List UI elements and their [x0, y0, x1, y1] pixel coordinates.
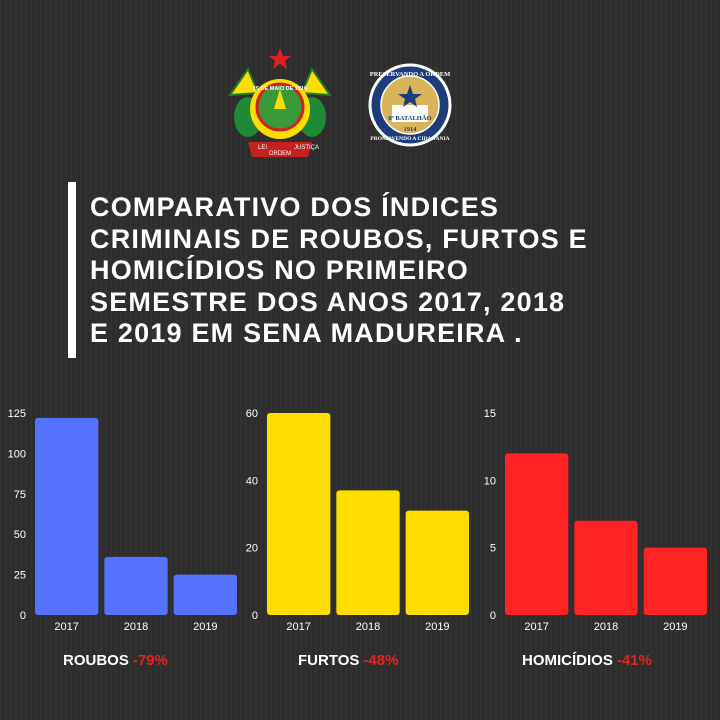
logo-left-ribbon-center: ORDEM	[269, 151, 291, 157]
roubos-caption: ROUBOS -79%	[63, 652, 168, 669]
furtos-ytick-label: 40	[246, 475, 258, 487]
homicidios-ytick-label: 15	[484, 408, 496, 420]
roubos-ytick-label: 25	[14, 570, 26, 582]
homicidios-ytick-label: 10	[484, 475, 496, 487]
furtos-xtick-label: 2019	[425, 621, 449, 633]
furtos-bar-2017	[267, 413, 331, 615]
homicidios-chart-svg: 0 5 10 15 2017 2018 2019	[484, 408, 707, 633]
homicidios-xtick-label: 2018	[594, 621, 618, 633]
logo-right-year: 1914	[404, 126, 418, 133]
state-coat-of-arms-logo: 15 DE MAIO DE 1916 LEI ORDEM JUSTIÇA	[228, 48, 333, 157]
roubos-bar-2017	[35, 417, 99, 615]
page-title: COMPARATIVO DOS ÍNDICES CRIMINAIS DE ROU…	[90, 192, 588, 348]
furtos-chart-svg: 0 20 40 60 2017 2018 2019	[246, 408, 469, 633]
homicidios-caption-label: HOMICÍDIOS	[522, 652, 613, 669]
roubos-bar-2019	[173, 574, 237, 615]
furtos-ytick-label: 0	[252, 610, 258, 622]
furtos-ytick-label: 60	[246, 408, 258, 420]
homicidios-bar-2017	[505, 453, 569, 615]
homicidios-bar-2019	[643, 547, 707, 615]
roubos-ytick-label: 50	[14, 529, 26, 541]
logo-right-banner: 8º BATALHÃO	[388, 114, 431, 122]
title-accent-bar	[68, 182, 76, 358]
battalion-badge-logo: PRESERVANDO A ORDEM PROMOVENDO A CIDADAN…	[368, 63, 452, 147]
roubos-ytick-label: 75	[14, 489, 26, 501]
roubos-xtick-label: 2018	[124, 621, 148, 633]
furtos-change: -48%	[363, 652, 399, 669]
furtos-chart: 0 20 40 60 2017 2018 2019	[240, 405, 472, 645]
homicidios-change: -41%	[616, 652, 652, 669]
homicidios-xtick-label: 2019	[663, 621, 687, 633]
roubos-ytick-label: 100	[8, 448, 26, 460]
furtos-caption: FURTOS -48%	[298, 652, 398, 669]
homicidios-xtick-label: 2017	[524, 621, 548, 633]
logo-right-ring-bottom: PROMOVENDO A CIDADANIA	[370, 136, 449, 142]
logo-left-ribbon-left: LEI	[258, 145, 267, 151]
roubos-xtick-label: 2019	[193, 621, 217, 633]
furtos-bar-2018	[336, 490, 400, 615]
roubos-ytick-label: 125	[8, 408, 26, 420]
logos: 15 DE MAIO DE 1916 LEI ORDEM JUSTIÇA PRE…	[228, 48, 452, 157]
roubos-ytick-label: 0	[20, 610, 26, 622]
logo-left-ribbon-right: JUSTIÇA	[294, 145, 319, 151]
homicidios-caption: HOMICÍDIOS -41%	[522, 652, 652, 669]
homicidios-ytick-label: 0	[490, 610, 496, 622]
logo-right-ring-top: PRESERVANDO A ORDEM	[370, 71, 451, 78]
furtos-caption-label: FURTOS	[298, 652, 360, 669]
roubos-chart-svg: 0 25 50 75 100 125 2017 2018 2019	[8, 408, 237, 633]
homicidios-bar-2018	[574, 520, 638, 615]
roubos-change: -79%	[132, 652, 168, 669]
homicidios-ytick-label: 5	[490, 543, 496, 555]
furtos-xtick-label: 2018	[356, 621, 380, 633]
roubos-chart: 0 25 50 75 100 125 2017 2018 2019	[8, 405, 240, 645]
furtos-ytick-label: 20	[246, 543, 258, 555]
logo-left-top-text: 15 DE MAIO DE 1916	[253, 86, 307, 92]
roubos-xtick-label: 2017	[54, 621, 78, 633]
roubos-caption-label: ROUBOS	[63, 652, 129, 669]
furtos-bar-2019	[405, 510, 469, 615]
roubos-bar-2018	[104, 556, 168, 615]
homicidios-chart: 0 5 10 15 2017 2018 2019	[478, 405, 710, 645]
furtos-xtick-label: 2017	[286, 621, 310, 633]
